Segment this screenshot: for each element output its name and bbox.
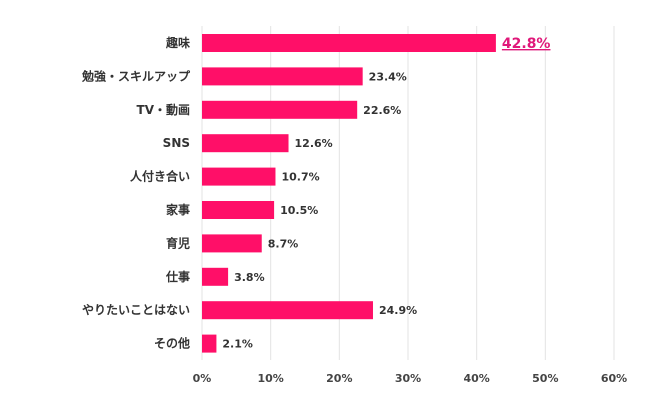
x-tick-label: 0% [193, 372, 212, 385]
value-label: 8.7% [268, 237, 299, 250]
bar [202, 234, 262, 253]
x-tick-label: 30% [395, 372, 421, 385]
x-tick-label: 10% [257, 372, 283, 385]
category-label: その他 [154, 336, 190, 351]
value-label: 3.8% [234, 271, 265, 284]
category-label: 勉強・スキルアップ [81, 68, 191, 83]
bar [202, 201, 275, 219]
bar [202, 267, 229, 286]
category-label: 家事 [166, 202, 190, 217]
value-label: 12.6% [295, 137, 333, 150]
x-axis-tick-labels: 0% 10% 20% 30% 40% 50% 60% [193, 372, 628, 385]
category-label: 趣味 [165, 35, 190, 50]
x-tick-label: 60% [601, 372, 627, 385]
x-tick-label: 50% [532, 372, 558, 385]
bar [202, 134, 289, 153]
bar [202, 34, 496, 52]
x-tick-label: 20% [326, 372, 352, 385]
bar [202, 167, 276, 186]
category-label: TV・動画 [137, 102, 190, 117]
bar [202, 334, 217, 353]
value-labels: 42.8% 23.4% 22.6% 12.6% 10.7% 10.5% 8.7% 3.8% 24… [222, 36, 550, 351]
category-label: 育児 [166, 235, 190, 250]
value-label: 23.4% [369, 70, 407, 83]
category-label: やりたいことはない [82, 303, 190, 317]
highlight-value-label: 42.8% [502, 36, 551, 52]
category-label: SNS [163, 136, 190, 150]
bar [202, 67, 363, 86]
value-label: 24.9% [379, 304, 417, 317]
bar [202, 100, 358, 119]
value-label: 10.7% [281, 171, 319, 184]
bar [202, 301, 373, 320]
value-label: 2.1% [222, 338, 253, 351]
category-label: 仕事 [165, 269, 190, 284]
bars [202, 34, 496, 353]
category-label: 人付き合い [130, 169, 190, 184]
value-label: 22.6% [363, 104, 401, 117]
x-tick-label: 40% [463, 372, 489, 385]
value-label: 10.5% [280, 204, 318, 217]
